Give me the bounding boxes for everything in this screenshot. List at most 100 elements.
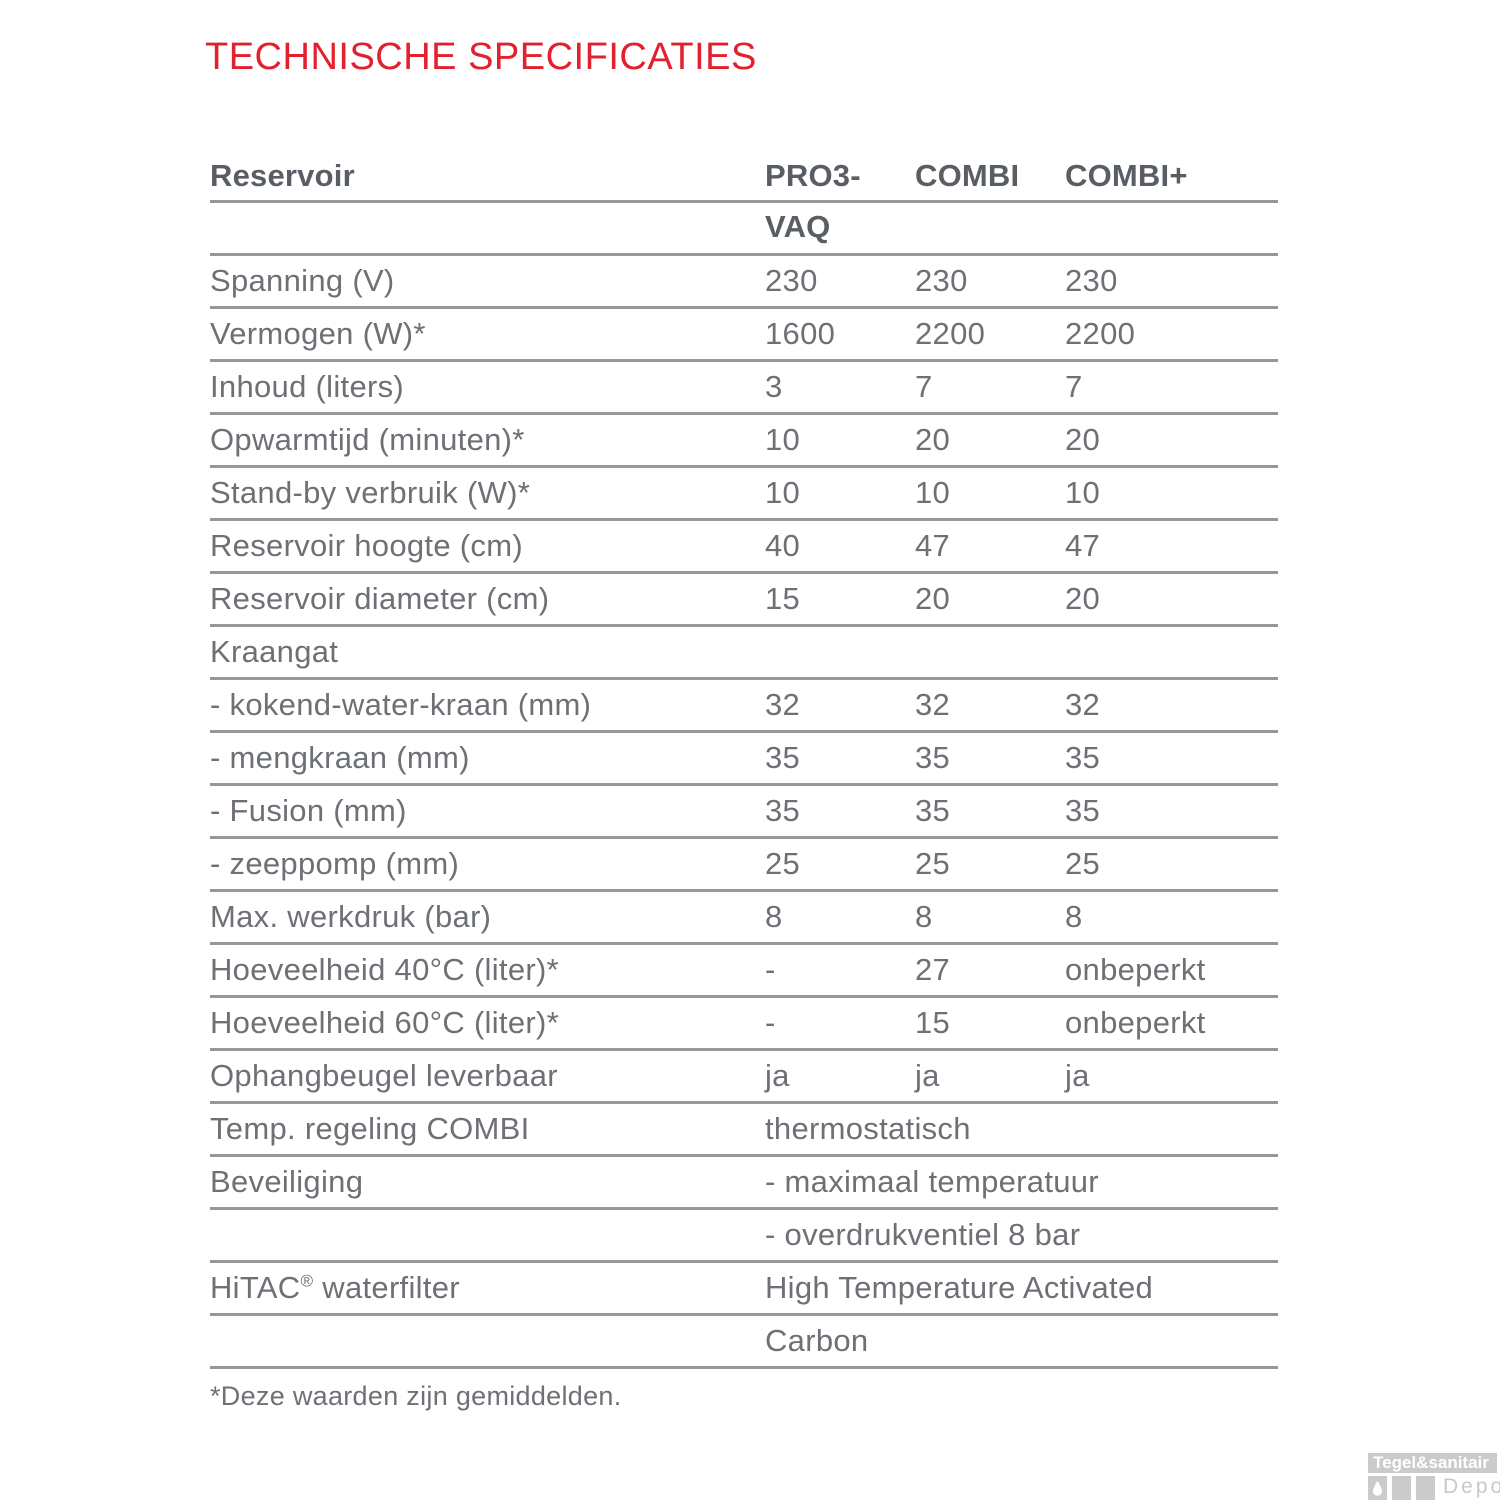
row-label: Kraangat [210,633,339,669]
table-row: Vermogen (W)* 1600 2200 2200 [210,309,1278,362]
row-label: Reservoir diameter (cm) [210,580,550,616]
table-row: Inhoud (liters) 3 7 7 [210,362,1278,415]
row-value: 10 [765,474,801,510]
table-row: Spanning (V) 230 230 230 [210,256,1278,309]
row-value-span: - maximaal temperatuur [765,1163,1099,1199]
header-combi-plus: COMBI+ [1065,158,1188,194]
row-label: Opwarmtijd (minuten)* [210,421,525,457]
logo-square [1416,1476,1435,1500]
header-combi: COMBI [915,158,1020,194]
row-value: 10 [765,421,801,457]
row-value: 7 [915,368,933,404]
table-row: - zeeppomp (mm) 25 25 25 [210,839,1278,892]
row-label: HiTAC® waterfilter [210,1269,460,1305]
row-value: 35 [1065,739,1101,775]
row-value: 32 [915,686,951,722]
row-value: 10 [1065,474,1101,510]
table-row: Hoeveelheid 60°C (liter)* - 15 onbeperkt [210,998,1278,1051]
row-value: 25 [1065,845,1101,881]
brand-sub: Depot [1443,1475,1500,1498]
row-value: 35 [765,792,801,828]
water-drop-icon [1368,1476,1387,1500]
row-value: 10 [915,474,951,510]
row-label: Reservoir hoogte (cm) [210,527,523,563]
row-value: 7 [1065,368,1083,404]
logo-square [1392,1476,1411,1500]
table-row: Opwarmtijd (minuten)* 10 20 20 [210,415,1278,468]
row-label: Hoeveelheid 40°C (liter)* [210,951,559,987]
row-value: 2200 [1065,315,1136,351]
row-label: - zeeppomp (mm) [210,845,460,881]
table-row: Max. werkdruk (bar) 8 8 8 [210,892,1278,945]
table-row: Hoeveelheid 40°C (liter)* - 27 onbeperkt [210,945,1278,998]
row-value: 27 [915,951,951,987]
row-label: Vermogen (W)* [210,315,426,351]
brand-sub-row: Depot [1368,1475,1500,1500]
row-label: Stand-by verbruik (W)* [210,474,531,510]
table-row: HiTAC® waterfilter High Temperature Activ… [210,1263,1278,1316]
row-value: 40 [765,527,801,563]
table-row: Stand-by verbruik (W)* 10 10 10 [210,468,1278,521]
row-value-span: High Temperature Activated [765,1269,1154,1305]
brand-banner: Tegel&sanitair [1368,1453,1497,1473]
row-value: - [765,951,776,987]
table-row: - mengkraan (mm) 35 35 35 [210,733,1278,786]
row-value: 8 [1065,898,1083,934]
row-value: 20 [915,421,951,457]
watermark-logo: Tegel&sanitair Depot [1368,1453,1500,1500]
row-value: 20 [1065,580,1101,616]
table-header-row-line2: VAQ [210,203,1278,256]
row-label: - mengkraan (mm) [210,739,470,775]
row-value: 35 [765,739,801,775]
spec-table: Reservoir PRO3- COMBI COMBI+ VAQ Spannin… [210,158,1278,1369]
table-row: - Fusion (mm) 35 35 35 [210,786,1278,839]
row-value: 25 [765,845,801,881]
table-row: Ophangbeugel leverbaar ja ja ja [210,1051,1278,1104]
brand-name: Tegel&sanitair [1373,1453,1489,1472]
row-value-span: - overdrukventiel 8 bar [765,1216,1081,1252]
row-label: Hoeveelheid 60°C (liter)* [210,1004,559,1040]
row-value: 15 [765,580,801,616]
row-label: Beveiliging [210,1163,364,1199]
table-row: Reservoir diameter (cm) 15 20 20 [210,574,1278,627]
row-value: 32 [765,686,801,722]
row-value: ja [765,1057,790,1093]
row-label: Spanning (V) [210,262,395,298]
header-empty-cell [210,244,765,253]
row-value: 230 [915,262,968,298]
row-value: 2200 [915,315,986,351]
row-label: - kokend-water-kraan (mm) [210,686,592,722]
row-value: - [765,1004,776,1040]
table-row: Kraangat [210,627,1278,680]
table-header-row: Reservoir PRO3- COMBI COMBI+ [210,158,1278,203]
table-row: Temp. regeling COMBI thermostatisch [210,1104,1278,1157]
table-row: - overdrukventiel 8 bar [210,1210,1278,1263]
row-value: 3 [765,368,783,404]
table-row: Carbon [210,1316,1278,1369]
row-value: 20 [915,580,951,616]
table-row: - kokend-water-kraan (mm) 32 32 32 [210,680,1278,733]
row-value: 230 [765,262,818,298]
row-value: 8 [915,898,933,934]
row-value: 25 [915,845,951,881]
row-label: Max. werkdruk (bar) [210,898,492,934]
row-value: 47 [915,527,951,563]
header-reservoir: Reservoir [210,158,355,194]
table-body: Spanning (V) 230 230 230 Vermogen (W)* 1600 22… [210,256,1278,1369]
row-value: 47 [1065,527,1101,563]
row-value: ja [1065,1057,1090,1093]
header-empty-cell [915,244,1065,253]
row-value: 35 [915,792,951,828]
row-value: 1600 [765,315,836,351]
row-value: 32 [1065,686,1101,722]
row-value: ja [915,1057,940,1093]
row-label: Inhoud (liters) [210,368,405,404]
page-title: TECHNISCHE SPECIFICATIES [205,36,757,78]
table-row: Beveiliging - maximaal temperatuur [210,1157,1278,1210]
header-pro3-vaq: PRO3- [765,158,861,194]
footnote: *Deze waarden zijn gemiddelden. [210,1381,622,1411]
row-value: 35 [915,739,951,775]
row-value: 35 [1065,792,1101,828]
row-value: onbeperkt [1065,1004,1206,1040]
